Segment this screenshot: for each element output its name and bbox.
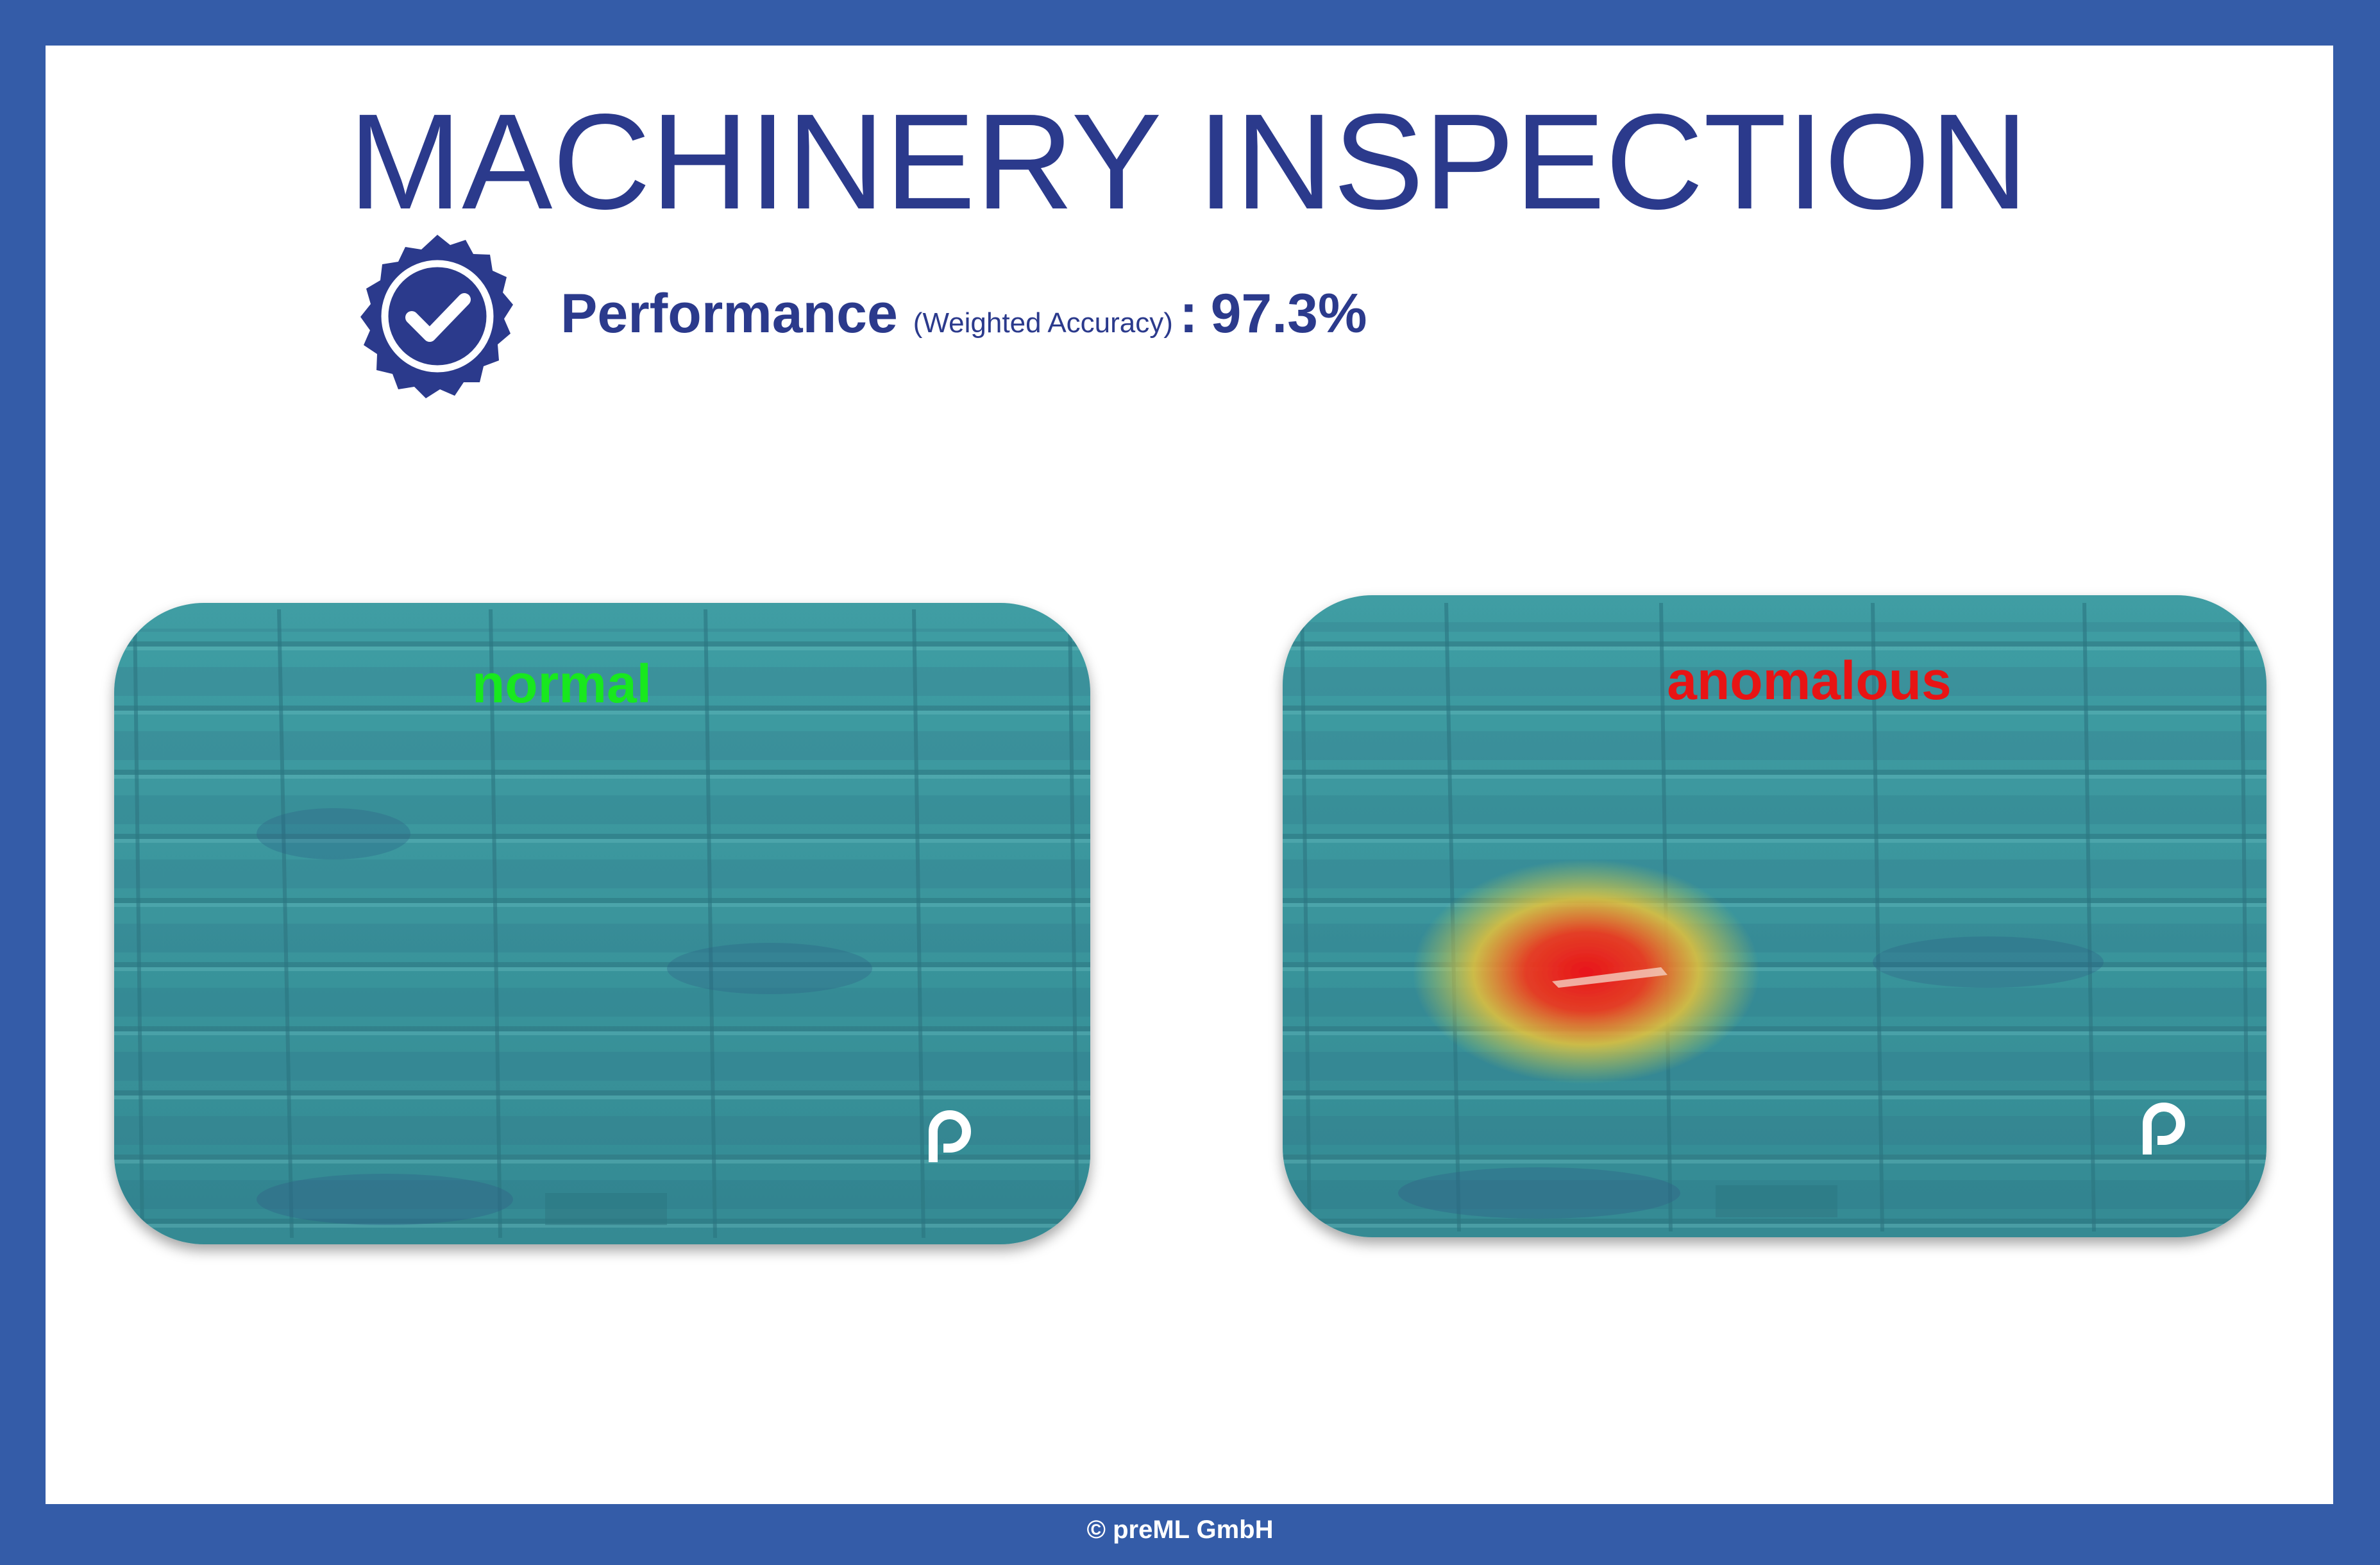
performance-metric: (Weighted Accuracy)	[913, 307, 1173, 339]
page-title: MACHINERY INSPECTION	[348, 85, 2028, 237]
anomaly-heatmap	[1413, 859, 1759, 1084]
logo	[929, 1110, 971, 1162]
normal-label: normal	[472, 654, 652, 714]
performance-line: Performance (Weighted Accuracy):97.3%	[561, 283, 1367, 344]
normal-panel	[114, 603, 1090, 1244]
performance-label: Performance	[561, 283, 898, 344]
performance-separator: :	[1179, 283, 1198, 344]
anomalous-panel	[1283, 595, 2266, 1237]
logo	[2143, 1103, 2185, 1155]
footer: © preML GmbH	[1087, 1516, 1274, 1544]
performance-value: 97.3%	[1211, 283, 1367, 344]
badge	[360, 235, 513, 398]
anomalous-label: anomalous	[1667, 650, 1951, 711]
